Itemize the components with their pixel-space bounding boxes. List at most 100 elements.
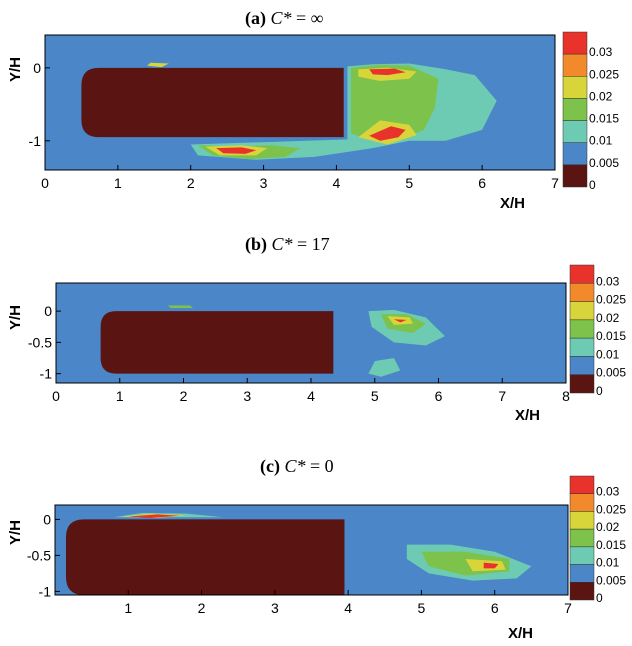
panel-b-ytick-label-0: 0 — [44, 303, 52, 319]
panel-b-plot-area — [56, 283, 566, 383]
panel-c-value: 0 — [325, 456, 334, 476]
panel-c-frame — [54, 504, 569, 596]
panel-a-colorbar-swatch-2 — [562, 76, 588, 99]
panel-a-contour-8 — [369, 68, 406, 76]
panel-a-contour-10 — [216, 147, 257, 154]
panel-b-xtick-label-6: 6 — [435, 388, 443, 404]
panel-a-colorbar-label-1: 0.025 — [589, 67, 619, 81]
panel-c-colorbar-label-3: 0.015 — [596, 538, 626, 552]
panel-b-ylabel: Y/H — [7, 305, 24, 330]
panel-c-xtick-label-4: 5 — [418, 600, 426, 616]
panel-a-xlabel: X/H — [500, 195, 525, 212]
panel-c-xtick-label-6: 7 — [564, 600, 572, 616]
panel-c-colorbar-swatch-5 — [569, 564, 595, 583]
panel-a-ytick-label-1: -1 — [29, 133, 42, 149]
panel-b-colorbar-label-1: 0.025 — [596, 293, 626, 307]
panel-a-colorbar-label-5: 0.005 — [589, 156, 619, 170]
panel-a-xtick-label-5: 5 — [405, 175, 413, 191]
panel-b-relation: = — [297, 234, 307, 254]
panel-b-body — [100, 311, 334, 374]
panel-b-xtick-label-2: 2 — [180, 388, 188, 404]
panel-b: (b) C* = 17 0 1 2 3 4 5 6 7 8 0 -0.5 -1 X/H Y/H 0.0… — [7, 234, 626, 424]
panel-a-xtick-label-6: 6 — [478, 175, 486, 191]
panel-b-xtick-label-7: 7 — [498, 388, 506, 404]
panel-a-colorbar-swatch-6 — [562, 164, 588, 188]
panel-b-xlabel: X/H — [515, 407, 540, 424]
panel-c-colorbar-swatch-1 — [569, 493, 595, 512]
panel-c: (c) C* = 0 1 2 3 4 5 6 70-0.5-1 X/H Y/H 0.030.… — [7, 456, 626, 642]
panel-c-colorbar: 0.03 0.025 0.02 0.015 0.01 0.005 0 — [569, 475, 626, 605]
panel-b-xtick-label-1: 1 — [116, 388, 124, 404]
panel-c-contour-8 — [483, 562, 499, 569]
panel-c-relation: = — [310, 456, 320, 476]
panel-c-colorbar-label-0: 0.03 — [596, 485, 620, 499]
panel-b-colorbar-label-4: 0.01 — [596, 347, 620, 361]
panel-a-title: (a) C* = ∞ — [245, 8, 324, 29]
panel-c-xlabel: X/H — [508, 625, 533, 642]
panel-a-colorbar-label-6: 0 — [589, 178, 596, 192]
panel-a-colorbar-swatch-0 — [562, 31, 588, 55]
panel-b-symbol: C* — [272, 234, 293, 254]
panel-c-ytick-label-2: -1 — [39, 583, 52, 599]
panel-a-xtick-label-3: 3 — [260, 175, 268, 191]
panel-a-symbol: C* — [271, 8, 292, 28]
panel-c-xtick-label-1: 2 — [198, 600, 206, 616]
panel-a-ticks: 0 1 2 3 4 5 6 7 0 -1 — [29, 60, 560, 191]
panel-b-xtick-label-8: 8 — [562, 388, 570, 404]
panel-a-colorbar-label-3: 0.015 — [589, 112, 619, 126]
panel-b-colorbar-label-6: 0 — [596, 384, 603, 398]
panel-c-plot-area — [55, 505, 568, 595]
panel-b-ytick-label-1: -0.5 — [28, 334, 52, 350]
panel-c-colorbar-swatch-6 — [569, 582, 595, 601]
panel-a-colorbar-label-0: 0.03 — [589, 45, 613, 59]
panel-b-colorbar-label-0: 0.03 — [596, 274, 620, 288]
panel-b-xtick-label-3: 3 — [243, 388, 251, 404]
panel-c-colorbar-label-4: 0.01 — [596, 556, 620, 570]
panel-a-colorbar-swatch-3 — [562, 98, 588, 121]
panel-b-title: (b) C* = 17 — [245, 234, 330, 255]
panel-a-plot-area — [45, 35, 555, 170]
panel-a-xtick-label-1: 1 — [114, 175, 122, 191]
panel-c-ytick-label-0: 0 — [43, 511, 51, 527]
panel-b-ytick-label-2: -1 — [40, 366, 53, 382]
panel-b-colorbar-swatch-2 — [569, 301, 595, 321]
panel-c-colorbar-label-6: 0 — [596, 591, 603, 605]
panel-a-value: ∞ — [311, 8, 324, 28]
panel-b-colorbar-swatch-5 — [569, 356, 595, 375]
panel-b-contour-7 — [393, 319, 407, 323]
panel-c-title: (c) C* = 0 — [260, 456, 334, 477]
panel-b-value: 17 — [312, 234, 330, 254]
panel-b-label: (b) — [245, 234, 267, 255]
panel-a-contour-9 — [369, 126, 406, 141]
panel-b-colorbar-label-5: 0.005 — [596, 366, 626, 380]
panel-c-ytick-label-1: -0.5 — [27, 547, 51, 563]
panel-c-label: (c) — [260, 456, 280, 477]
panel-a-xtick-label-0: 0 — [41, 175, 49, 191]
panel-a-ytick-label-0: 0 — [33, 60, 41, 76]
panel-a-colorbar-label-2: 0.02 — [589, 89, 613, 103]
panel-a-xtick-label-4: 4 — [333, 175, 341, 191]
panel-b-colorbar-swatch-6 — [569, 374, 595, 394]
panel-c-contour-7 — [128, 514, 180, 518]
panel-c-ticks: 1 2 3 4 5 6 7 0 -0.5 -1 — [27, 511, 572, 616]
panel-b-colorbar-label-2: 0.02 — [596, 311, 620, 325]
panel-a-xtick-label-2: 2 — [187, 175, 195, 191]
panel-a-contour-7 — [147, 62, 169, 68]
panel-a-body — [81, 67, 344, 138]
panel-b-colorbar-swatch-4 — [569, 337, 595, 357]
panel-b-contour-3 — [368, 358, 401, 377]
panel-b-colorbar-swatch-3 — [569, 319, 595, 339]
panel-b-xtick-label-4: 4 — [307, 388, 315, 404]
panel-c-ylabel: Y/H — [7, 520, 24, 545]
panel-a-frame — [44, 34, 556, 171]
panel-b-xtick-label-5: 5 — [371, 388, 379, 404]
panel-c-colorbar-label-2: 0.02 — [596, 520, 620, 534]
panel-c-colorbar-label-5: 0.005 — [596, 573, 626, 587]
panel-c-body — [65, 519, 345, 595]
panel-a-colorbar: 0.03 0.025 0.02 0.015 0.01 0.005 0 — [562, 31, 619, 192]
panel-b-contour-5 — [167, 305, 194, 308]
panel-a-contour-2 — [351, 64, 439, 145]
panel-b-colorbar-swatch-1 — [569, 283, 595, 302]
panel-c-xtick-label-3: 4 — [344, 600, 352, 616]
